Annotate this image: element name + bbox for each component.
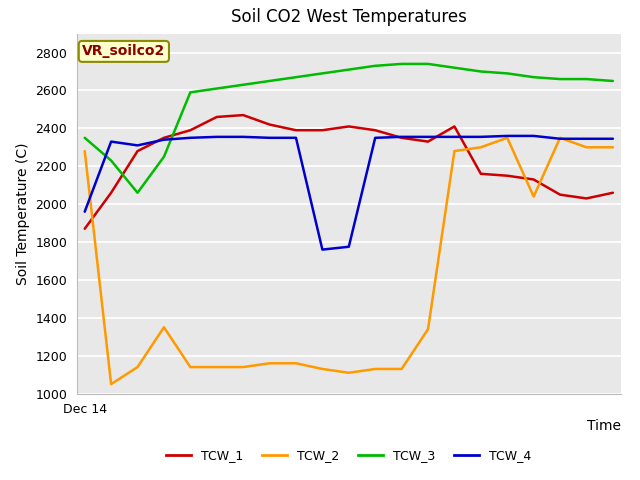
TCW_1 [582,195,590,201]
TCW_1 [239,112,247,118]
TCW_2 [345,370,353,376]
TCW_4 [345,244,353,250]
TCW_3 [556,76,564,82]
TCW_2 [134,364,141,370]
TCW_3 [504,71,511,76]
TCW_4 [186,135,194,141]
TCW_2 [609,144,617,150]
TCW_1 [292,127,300,133]
Line: TCW_3: TCW_3 [84,64,613,193]
TCW_2 [424,326,432,332]
TCW_2 [81,148,88,154]
TCW_3 [398,61,406,67]
TCW_2 [266,360,273,366]
TCW_2 [292,360,300,366]
TCW_4 [451,134,458,140]
TCW_1 [319,127,326,133]
TCW_1 [345,123,353,129]
Text: Time: Time [587,419,621,433]
TCW_2 [556,135,564,141]
TCW_4 [477,134,484,140]
TCW_1 [213,114,221,120]
TCW_4 [134,143,141,148]
TCW_2 [108,381,115,387]
TCW_4 [424,134,432,140]
TCW_4 [239,134,247,140]
Line: TCW_2: TCW_2 [84,138,613,384]
TCW_4 [556,136,564,142]
TCW_1 [477,171,484,177]
TCW_3 [81,135,88,141]
Title: Soil CO2 West Temperatures: Soil CO2 West Temperatures [231,9,467,26]
TCW_3 [582,76,590,82]
TCW_2 [160,324,168,330]
TCW_3 [213,85,221,91]
TCW_3 [424,61,432,67]
TCW_1 [530,177,538,182]
TCW_3 [292,74,300,80]
TCW_4 [504,133,511,139]
TCW_3 [134,190,141,196]
TCW_3 [239,82,247,88]
TCW_3 [451,65,458,71]
TCW_3 [609,78,617,84]
Line: TCW_1: TCW_1 [84,115,613,229]
TCW_1 [108,190,115,196]
TCW_3 [319,71,326,76]
Legend: TCW_1, TCW_2, TCW_3, TCW_4: TCW_1, TCW_2, TCW_3, TCW_4 [161,444,536,467]
TCW_4 [292,135,300,141]
TCW_2 [319,366,326,372]
TCW_4 [160,137,168,143]
TCW_1 [556,192,564,198]
Y-axis label: Soil Temperature (C): Soil Temperature (C) [15,143,29,285]
TCW_2 [239,364,247,370]
TCW_4 [266,135,273,141]
TCW_2 [371,366,379,372]
TCW_3 [186,89,194,95]
TCW_2 [186,364,194,370]
TCW_1 [81,226,88,232]
TCW_4 [81,209,88,215]
TCW_3 [266,78,273,84]
TCW_2 [451,148,458,154]
TCW_4 [108,139,115,144]
TCW_4 [371,135,379,141]
TCW_2 [213,364,221,370]
TCW_2 [582,144,590,150]
TCW_3 [160,154,168,160]
TCW_4 [582,136,590,142]
TCW_1 [504,173,511,179]
TCW_1 [398,135,406,141]
TCW_1 [160,135,168,141]
TCW_1 [134,148,141,154]
TCW_3 [345,67,353,72]
Line: TCW_4: TCW_4 [84,136,613,250]
TCW_1 [186,127,194,133]
TCW_2 [530,193,538,199]
TCW_3 [530,74,538,80]
TCW_3 [371,63,379,69]
TCW_4 [609,136,617,142]
TCW_1 [609,190,617,196]
TCW_4 [319,247,326,252]
TCW_4 [530,133,538,139]
TCW_2 [477,144,484,150]
TCW_4 [213,134,221,140]
TCW_1 [424,139,432,144]
Text: VR_soilco2: VR_soilco2 [82,44,166,59]
TCW_3 [108,157,115,163]
TCW_1 [266,121,273,127]
TCW_1 [371,127,379,133]
TCW_1 [451,123,458,129]
TCW_2 [504,135,511,141]
TCW_2 [398,366,406,372]
TCW_3 [477,69,484,74]
TCW_4 [398,134,406,140]
